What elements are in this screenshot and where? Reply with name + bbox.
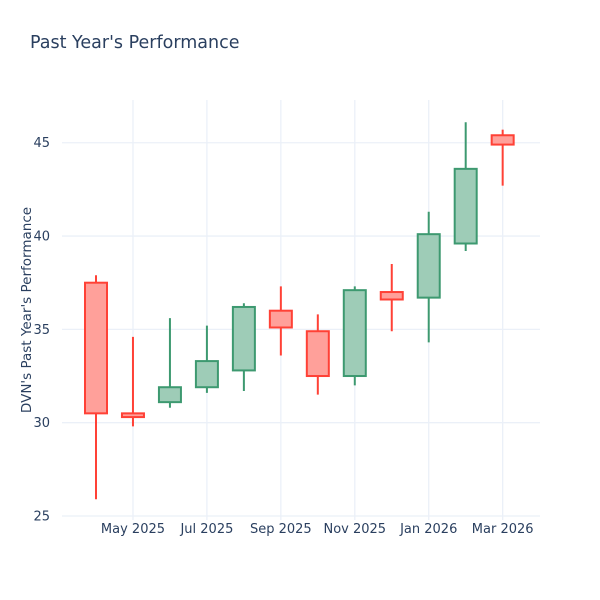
candle-body — [157, 386, 182, 404]
candle-may-2025[interactable] — [120, 336, 145, 427]
candle-feb-2026[interactable] — [453, 122, 478, 251]
x-tick-label: Sep 2025 — [250, 522, 312, 537]
candle-body — [379, 291, 404, 301]
candle-body — [453, 167, 478, 245]
x-tick-label: Jul 2025 — [179, 522, 233, 537]
candle-mar-2026[interactable] — [490, 129, 515, 186]
axis-tick-labels: 25 30 35 40 45 May 2025 Jul 2025 Sep 2025 Nov 20… — [33, 136, 533, 537]
candle-body — [231, 305, 256, 372]
candle-body — [342, 289, 367, 378]
y-tick-label: 45 — [33, 136, 50, 151]
candle-sep-2025[interactable] — [268, 286, 293, 356]
x-tick-label: May 2025 — [101, 522, 165, 537]
y-axis-title: DVN's Past Year's Performance — [19, 207, 35, 413]
candle-body — [305, 330, 330, 378]
candle-body — [416, 233, 441, 299]
chart-title: Past Year's Performance — [30, 33, 240, 53]
x-tick-label: Nov 2025 — [323, 522, 386, 537]
candle-nov-2025[interactable] — [342, 286, 367, 386]
candle-body — [84, 281, 108, 415]
y-tick-label: 25 — [33, 510, 50, 525]
candle-oct-2025[interactable] — [305, 314, 330, 395]
candle-jun-2025[interactable] — [157, 318, 182, 408]
candle-dec-2025[interactable] — [379, 264, 404, 332]
candle-aug-2025[interactable] — [231, 303, 256, 391]
candle-apr-2025[interactable] — [84, 275, 108, 500]
candle-body — [268, 309, 293, 329]
gridlines — [62, 100, 540, 520]
candle-jul-2025[interactable] — [194, 325, 219, 393]
candle-body — [120, 412, 145, 419]
y-tick-label: 40 — [33, 230, 50, 245]
candle-series — [84, 122, 515, 500]
x-tick-label: Jan 2026 — [399, 522, 457, 537]
y-tick-label: 30 — [33, 416, 50, 431]
y-tick-label: 35 — [33, 323, 50, 338]
candle-jan-2026[interactable] — [416, 211, 441, 343]
candle-body — [490, 134, 515, 146]
candle-body — [194, 360, 219, 389]
x-tick-label: Mar 2026 — [472, 522, 534, 537]
